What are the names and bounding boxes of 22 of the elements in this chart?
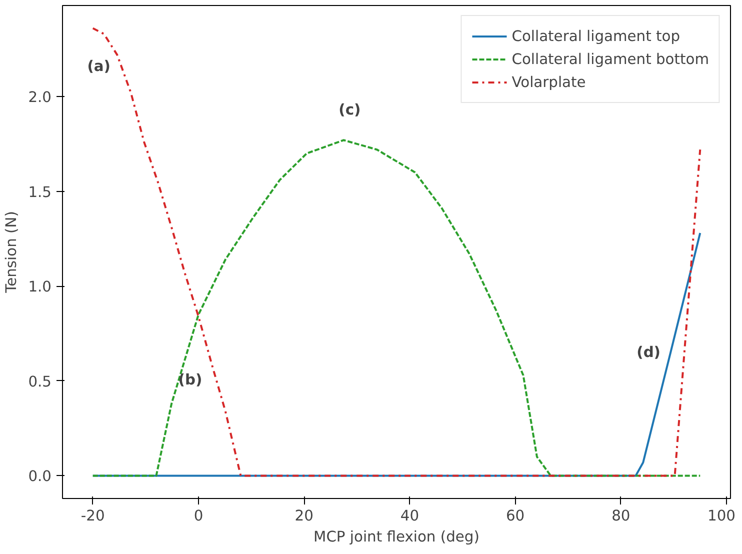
annotation: (b) xyxy=(178,371,202,388)
x-axis-title: MCP joint flexion (deg) xyxy=(314,528,480,546)
y-tick-label: 1.0 xyxy=(28,278,52,296)
x-tick-label: 60 xyxy=(506,508,525,524)
legend-label: Volarplate xyxy=(512,74,586,90)
x-tick-label: 0 xyxy=(194,508,204,524)
y-tick-label: 2.0 xyxy=(28,89,52,106)
y-tick-label: 1.5 xyxy=(28,184,52,201)
y-tick-label: 0.0 xyxy=(28,468,52,486)
annotation: (c) xyxy=(338,102,361,119)
annotation: (a) xyxy=(87,58,111,75)
legend-label: Collateral ligament bottom xyxy=(512,50,709,68)
annotation: (d) xyxy=(636,344,661,361)
x-tick-label: 80 xyxy=(612,508,630,524)
y-axis-title: Tension (N) xyxy=(3,211,20,294)
x-tick-label: 40 xyxy=(400,508,420,524)
x-tick-label: 100 xyxy=(708,508,736,524)
line-series xyxy=(92,139,702,477)
y-tick-label: 0.5 xyxy=(28,373,52,390)
x-tick-label: 20 xyxy=(294,508,314,524)
x-tick-label: -20 xyxy=(80,508,105,524)
legend-label: Collateral ligament top xyxy=(512,28,680,44)
